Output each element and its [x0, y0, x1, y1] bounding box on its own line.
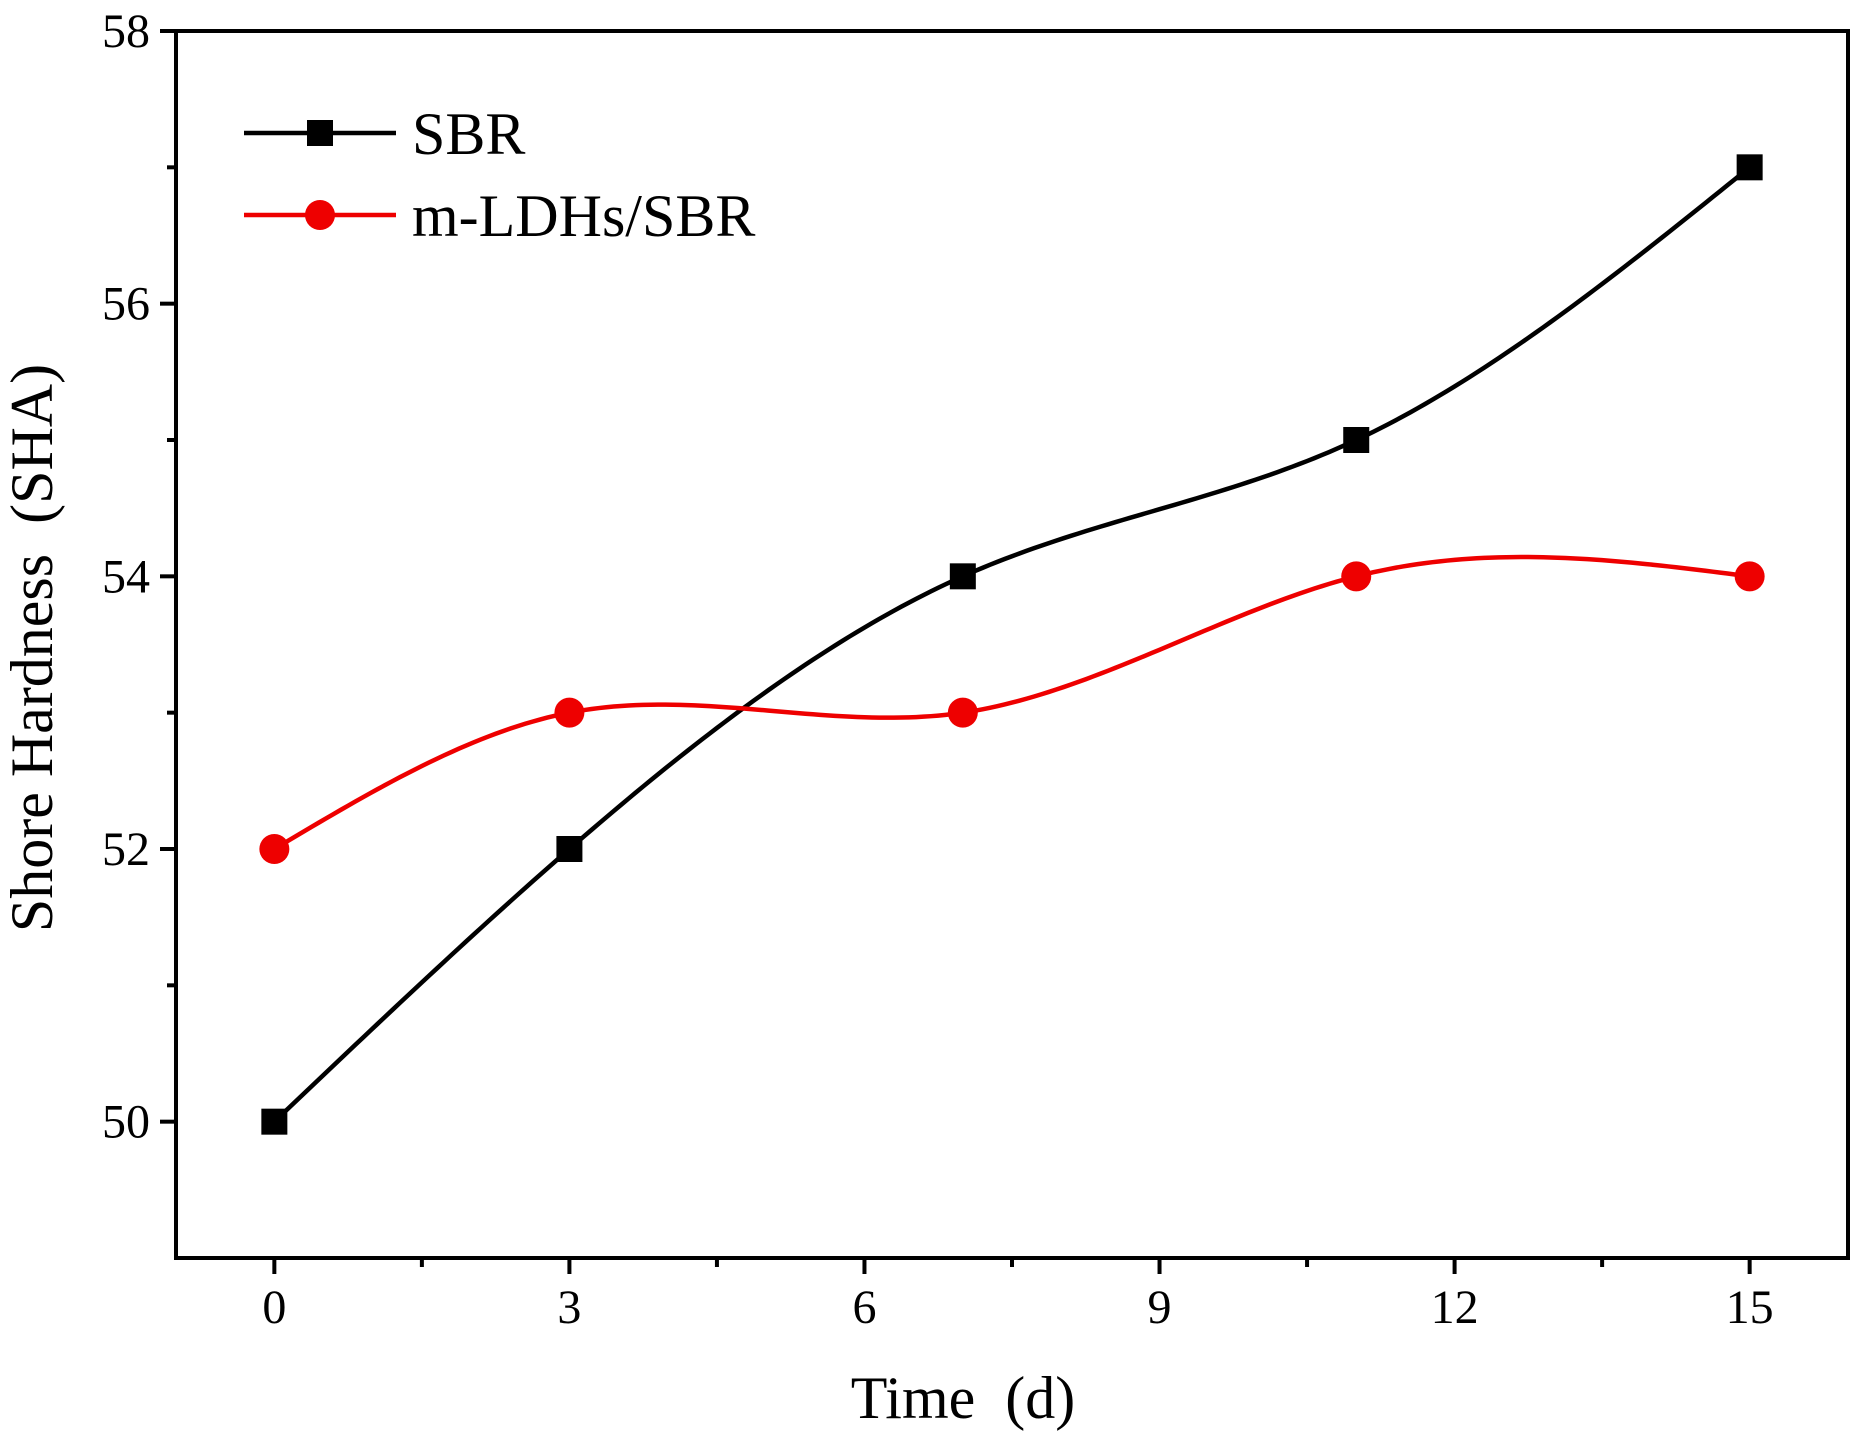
point-m-ldhs-sbr: [1341, 561, 1372, 592]
x-tick-label: 12: [1431, 1281, 1479, 1334]
point-sbr: [949, 563, 976, 590]
point-m-ldhs-sbr: [947, 697, 978, 728]
y-tick-label: 54: [102, 550, 150, 603]
point-sbr: [1343, 427, 1370, 453]
y-tick-label: 52: [102, 823, 150, 876]
series-lines: [272, 165, 1752, 1124]
legend-label-m-ldhs-sbr: m-LDHs/SBR: [412, 183, 755, 249]
series-markers: [259, 154, 1765, 1135]
x-axis-title: Time (d): [851, 1365, 1075, 1431]
y-tick-label: 58: [102, 5, 150, 58]
legend-marker-m-ldhs-sbr: [305, 200, 335, 230]
point-m-ldhs-sbr: [1734, 561, 1765, 592]
line-sbr: [272, 165, 1752, 1124]
point-sbr: [261, 1108, 288, 1135]
y-axis-title: Shore Hardness (SHA): [0, 364, 65, 932]
line-m-ldhs-sbr: [273, 554, 1750, 851]
x-tick-label: 3: [557, 1281, 581, 1334]
x-tick-label: 0: [262, 1281, 286, 1334]
y-tick-label: 50: [102, 1096, 150, 1149]
y-tick-label: 56: [102, 278, 150, 331]
point-sbr: [556, 836, 583, 862]
legend-marker-sbr: [307, 120, 333, 146]
point-sbr: [1736, 154, 1763, 181]
x-tick-label: 6: [852, 1281, 876, 1334]
legend: SBR m-LDHs/SBR: [244, 101, 755, 249]
point-m-ldhs-sbr: [259, 834, 290, 864]
axes: 0 3 6 9 12 15 50 52 54 56 58: [102, 5, 1850, 1334]
point-m-ldhs-sbr: [554, 697, 585, 728]
legend-label-sbr: SBR: [412, 101, 525, 167]
x-tick-label: 9: [1148, 1281, 1172, 1334]
x-tick-label: 15: [1726, 1281, 1774, 1334]
